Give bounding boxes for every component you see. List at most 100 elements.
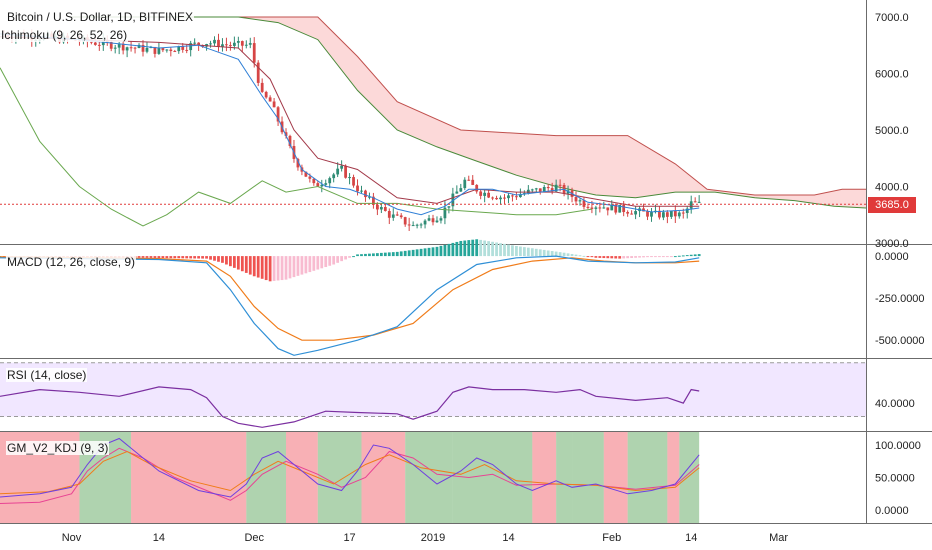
candle-body xyxy=(113,47,117,49)
kdj-band xyxy=(679,432,700,523)
candle-body xyxy=(379,207,383,210)
macd-histogram-bar xyxy=(352,256,355,258)
candle-body xyxy=(439,218,443,221)
macd-histogram-bar xyxy=(642,256,645,258)
x-tick-label: 14 xyxy=(685,532,697,544)
macd-histogram-bar xyxy=(630,256,634,258)
candle-body xyxy=(594,207,598,209)
candle-body xyxy=(427,218,431,221)
candle-body xyxy=(511,195,514,197)
candle-body xyxy=(340,165,344,169)
macd-histogram-bar xyxy=(201,256,204,259)
candle-body xyxy=(225,44,228,46)
macd-histogram-bar xyxy=(141,256,145,258)
candle-body xyxy=(360,190,363,192)
macd-histogram-bar xyxy=(324,256,328,268)
kdj-band xyxy=(667,432,680,523)
candle-body xyxy=(582,200,586,207)
macd-histogram-bar xyxy=(340,256,344,262)
macd-histogram-bar xyxy=(209,256,212,260)
macd-histogram-bar xyxy=(526,247,530,257)
candle-body xyxy=(141,44,145,52)
candle-body xyxy=(185,49,189,51)
candle-body xyxy=(447,206,451,208)
macd-title: MACD (12, 26, close, 9) xyxy=(6,255,137,269)
candle-body xyxy=(606,207,610,211)
candle-body xyxy=(598,207,602,209)
price-tick-label: 7000.0 xyxy=(875,12,909,24)
price-tick-label: 5000.0 xyxy=(875,125,909,137)
macd-histogram-bar xyxy=(213,256,216,261)
macd-histogram-bar xyxy=(153,256,157,258)
macd-histogram-bar xyxy=(280,256,284,281)
candle-body xyxy=(519,194,522,198)
span-b-line xyxy=(71,16,866,196)
macd-histogram-bar xyxy=(356,254,359,257)
macd-histogram-bar xyxy=(332,256,336,265)
macd-histogram-bar xyxy=(177,256,181,259)
macd-histogram-bar xyxy=(522,247,526,257)
candle-body xyxy=(415,224,419,226)
macd-histogram-bar xyxy=(479,239,483,257)
macd-histogram-bar xyxy=(538,249,542,257)
macd-histogram-bar xyxy=(288,256,292,279)
candle-body xyxy=(324,183,328,185)
macd-histogram-bar xyxy=(689,254,693,257)
candle-body xyxy=(387,210,391,218)
candle-body xyxy=(308,176,312,179)
macd-histogram-bar xyxy=(229,256,232,267)
candle-body xyxy=(312,178,316,184)
candle-body xyxy=(697,201,701,203)
macd-histogram-bar xyxy=(658,256,661,258)
price-tick-label: 6000.0 xyxy=(875,68,909,80)
macd-histogram-bar xyxy=(646,256,649,258)
x-tick-label: Nov xyxy=(62,532,82,544)
macd-histogram-bar xyxy=(189,256,193,259)
rsi-title: RSI (14, close) xyxy=(6,368,88,382)
kdj-band xyxy=(246,432,287,523)
macd-histogram-bar xyxy=(570,253,574,257)
candle-body xyxy=(634,211,637,215)
kdj-tick-label: 100.0000 xyxy=(875,440,921,452)
macd-tick-label: 0.0000 xyxy=(875,251,909,263)
candle-body xyxy=(475,184,479,192)
candle-body xyxy=(229,45,232,47)
candle-body xyxy=(558,184,562,186)
candle-body xyxy=(145,47,149,52)
candle-body xyxy=(328,178,332,184)
macd-line xyxy=(0,255,700,356)
x-tick-label: Feb xyxy=(602,532,621,544)
macd-histogram-bar xyxy=(654,256,657,258)
candle-body xyxy=(673,210,677,217)
macd-histogram-bar xyxy=(360,254,363,257)
macd-histogram-bar xyxy=(264,256,268,281)
macd-histogram-bar xyxy=(372,253,375,257)
rsi-band xyxy=(0,362,866,417)
candle-body xyxy=(459,188,463,192)
candle-body xyxy=(467,179,471,181)
macd-histogram-bar xyxy=(225,256,228,265)
macd-histogram-bar xyxy=(300,256,304,275)
candle-body xyxy=(344,165,347,178)
candle-body xyxy=(693,201,697,203)
macd-histogram-bar xyxy=(455,241,459,257)
last-price-tag: 3685.0 xyxy=(868,197,916,213)
macd-histogram-bar xyxy=(383,252,387,257)
macd-histogram-bar xyxy=(399,251,403,257)
candle-body xyxy=(372,196,375,205)
macd-histogram-bar xyxy=(272,256,276,281)
macd-histogram-bar xyxy=(534,248,538,257)
candle-body xyxy=(391,214,395,218)
macd-histogram-bar xyxy=(387,252,391,257)
macd-histogram-bar xyxy=(236,256,240,270)
candle-body xyxy=(181,46,185,50)
macd-histogram-bar xyxy=(379,252,383,257)
macd-histogram-bar xyxy=(574,254,578,257)
candle-body xyxy=(368,196,371,198)
candle-body xyxy=(463,179,467,189)
candle-body xyxy=(252,43,256,63)
macd-histogram-bar xyxy=(673,256,677,258)
candle-body xyxy=(244,44,248,46)
kdj-band xyxy=(532,432,557,523)
